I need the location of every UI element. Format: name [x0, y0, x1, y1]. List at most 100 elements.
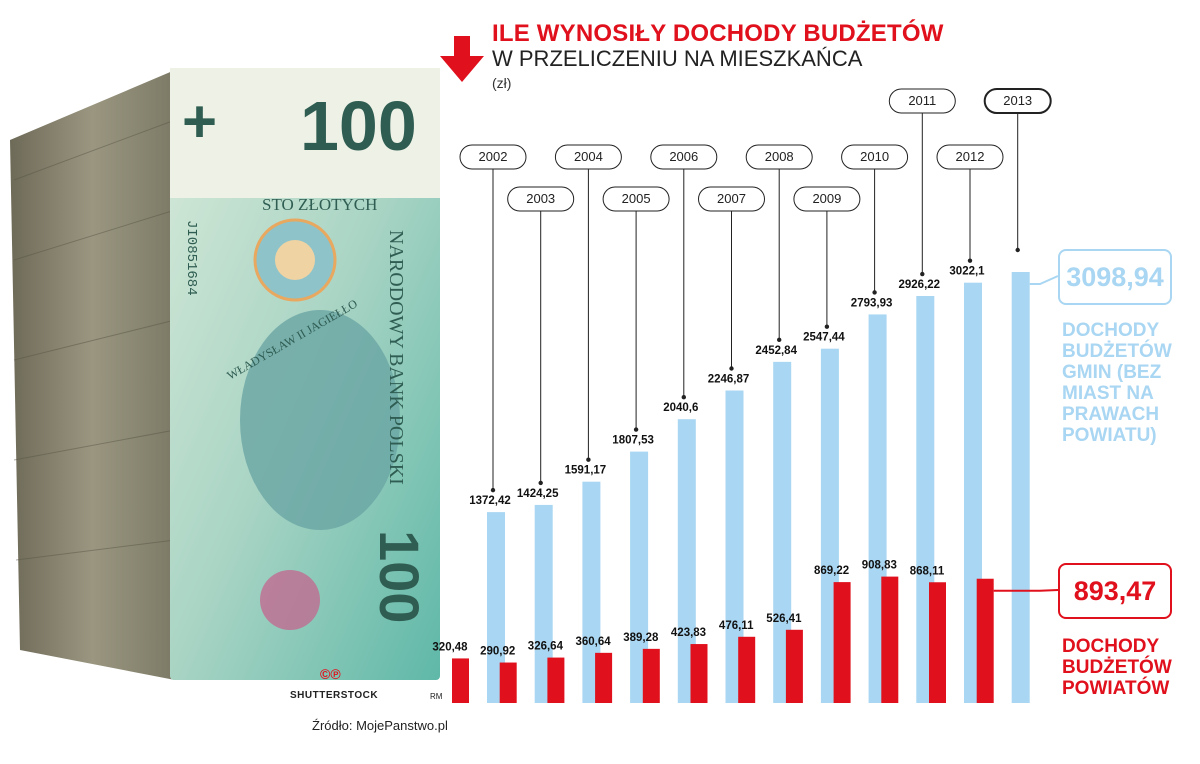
year-pill-2005 [602, 186, 670, 212]
bar-gmin-2007 [725, 390, 744, 703]
bar-gmin-2008 [773, 361, 792, 703]
bar-powiat-2012 [929, 582, 946, 703]
bar-powiat-2002 [452, 658, 469, 703]
value-gmin-2011: 2926,22 [899, 279, 941, 291]
chart-unit: (zł) [492, 75, 512, 91]
value-powiat-2006: 389,28 [623, 632, 659, 644]
bar-gmin-2005 [630, 451, 649, 703]
value-gmin-2012: 3022,1 [949, 266, 985, 278]
bar-gmin-2006 [677, 419, 696, 703]
year-label-2006: 2006 [669, 149, 698, 164]
connector-dot-2007 [729, 366, 734, 371]
value-gmin-2008: 2452,84 [755, 345, 797, 357]
callout-powiat [993, 589, 1059, 592]
bar-powiat-2009 [785, 629, 803, 703]
connector-dot-2006 [681, 394, 686, 400]
year-pill-2002 [459, 144, 527, 170]
value-gmin-2002: 1372,42 [469, 495, 511, 507]
value-powiat-2009: 526,41 [766, 613, 802, 625]
chart-subtitle: W PRZELICZENIU NA MIESZKAŃCA [492, 46, 863, 71]
connector-dot-2002 [490, 487, 496, 493]
connector-dot-2009 [824, 324, 830, 329]
connector-dot-2005 [633, 427, 639, 432]
year-label-2010: 2010 [860, 149, 889, 164]
legend-powiat-label: DOCHODY BUDŻETÓW POWIATÓW [1062, 636, 1172, 699]
legend-gmin-value: 3098,94 [1058, 249, 1172, 305]
value-powiat-2008: 476,11 [719, 620, 754, 632]
banknote-serial: JI0851684 [183, 220, 199, 296]
year-label-2004: 2004 [574, 149, 603, 164]
source-note: Źródło: MojePanstwo.pl [312, 718, 448, 733]
value-gmin-2006: 2040,6 [663, 402, 698, 414]
year-pill-2009 [793, 186, 861, 212]
bar-powiat-2004 [547, 657, 565, 703]
value-gmin-2005: 1807,53 [612, 435, 654, 447]
bar-powiat-2013 [976, 578, 994, 703]
year-pill-2013 [983, 88, 1052, 114]
value-powiat-2005: 360,64 [576, 636, 612, 648]
banknote-text: STO ZŁOTYCH [262, 195, 377, 214]
svg-text:100: 100 [368, 530, 431, 623]
bar-gmin-2004 [582, 481, 601, 703]
connector-dot-2010 [872, 290, 877, 295]
photo-credit: SHUTTERSTOCK [290, 690, 379, 701]
year-label-2012: 2012 [956, 149, 985, 164]
year-pill-2007 [698, 186, 765, 212]
connector-dot-2012 [967, 258, 973, 263]
legend-gmin-label: DOCHODY BUDŻETÓW GMIN (BEZ MIAST NA PRAW… [1062, 320, 1172, 446]
value-gmin-2007: 2246,87 [708, 374, 750, 386]
value-powiat-2003: 290,92 [480, 646, 515, 658]
year-pill-2011 [888, 88, 956, 114]
year-label-2002: 2002 [479, 149, 508, 164]
cp-logo: ©℗ [320, 666, 341, 682]
bar-gmin-2003 [534, 504, 553, 703]
banknote-bank-text: NARODOWY BANK POLSKI [385, 230, 407, 485]
value-powiat-2011: 908,83 [862, 560, 897, 572]
arrow-down-icon [440, 36, 484, 82]
year-label-2011: 2011 [908, 93, 936, 108]
year-label-2007: 2007 [717, 191, 746, 206]
callout-gmin [1029, 275, 1059, 285]
year-pill-2008 [745, 144, 813, 170]
connector-dot-2008 [777, 337, 782, 343]
value-gmin-2004: 1591,17 [565, 465, 607, 477]
year-label-2005: 2005 [622, 191, 651, 206]
value-powiat-2007: 423,83 [671, 627, 706, 639]
year-label-2003: 2003 [526, 191, 555, 206]
bar-powiat-2005 [595, 652, 613, 703]
bar-powiat-2010 [833, 582, 851, 703]
year-pill-2006 [650, 144, 718, 170]
value-gmin-2009: 2547,44 [803, 332, 845, 344]
year-pill-2003 [507, 186, 575, 212]
photo-credit-rm: RM [430, 692, 443, 701]
legend-powiat-value: 893,47 [1058, 563, 1172, 619]
connector-dot-2003 [538, 480, 543, 486]
chart-title: ILE WYNOSIŁY DOCHODY BUDŻETÓW [492, 20, 944, 47]
year-label-2009: 2009 [812, 191, 841, 206]
bar-powiat-2008 [738, 636, 756, 703]
connector-dot-2013 [1015, 247, 1020, 253]
year-pill-2012 [936, 144, 1004, 170]
bar-powiat-2006 [642, 648, 660, 703]
year-pill-2010 [841, 144, 909, 170]
value-powiat-2004: 326,64 [528, 641, 564, 653]
value-gmin-2010: 2793,93 [851, 297, 893, 309]
bar-powiat-2003 [499, 662, 517, 703]
year-pill-2004 [554, 144, 622, 170]
value-powiat-2010: 869,22 [814, 565, 849, 577]
year-label-2013: 2013 [1003, 93, 1032, 108]
connector-dot-2011 [920, 271, 925, 277]
value-gmin-2003: 1424,25 [517, 488, 559, 500]
bar-gmin-2002 [487, 512, 505, 703]
bar-powiat-2011 [881, 576, 899, 703]
bar-gmin-2013 [1011, 272, 1030, 703]
svg-text:+: + [182, 88, 217, 155]
value-powiat-2002: 320,48 [432, 641, 468, 653]
banknote-number: 100 [300, 87, 417, 165]
value-powiat-2012: 868,11 [910, 565, 945, 577]
year-label-2008: 2008 [765, 149, 794, 164]
connector-dot-2004 [586, 457, 591, 462]
banknote-stack-photo: + 100 STO ZŁOTYCH NARODOWY BANK POLSKI W… [10, 68, 440, 680]
bar-powiat-2007 [690, 644, 708, 703]
